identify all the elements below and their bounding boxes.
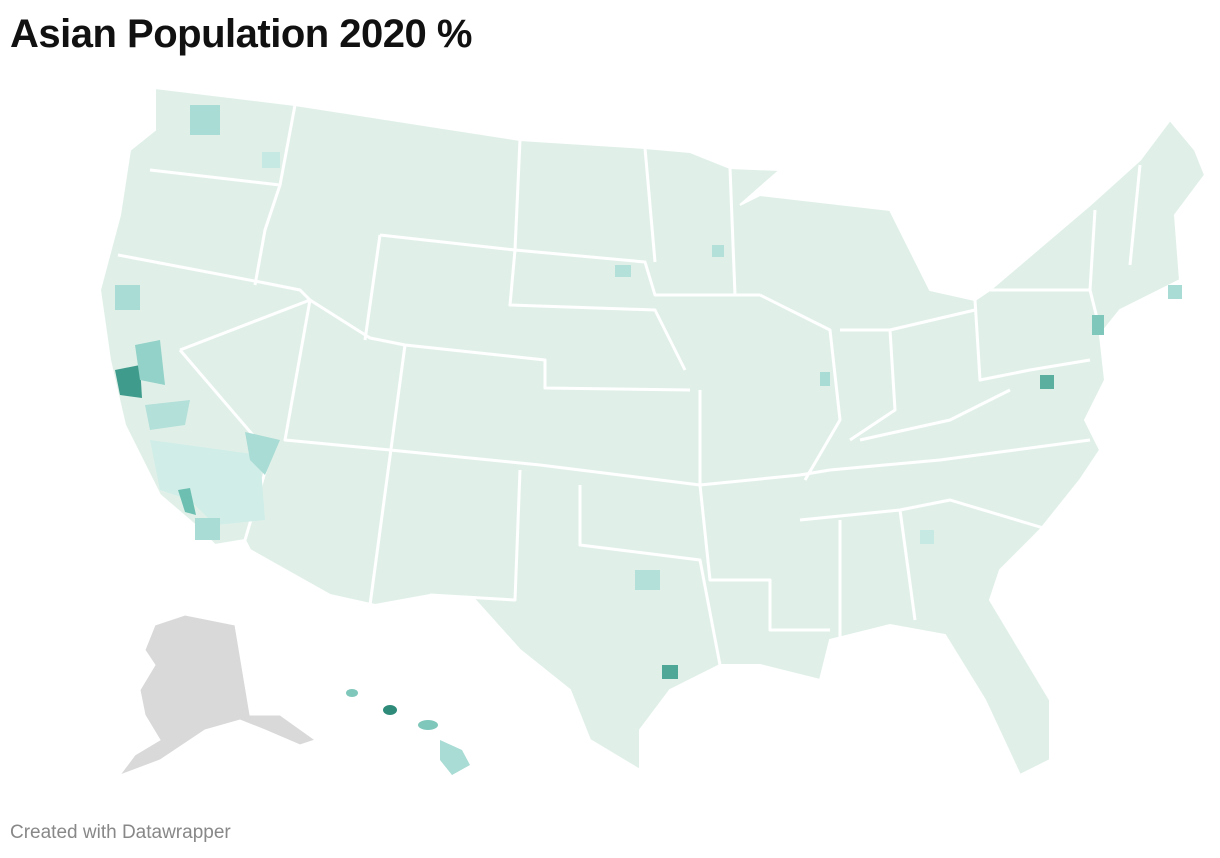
county bbox=[245, 432, 280, 475]
county bbox=[115, 365, 142, 398]
county bbox=[920, 530, 934, 544]
alaska bbox=[118, 614, 317, 777]
county bbox=[820, 372, 830, 386]
highlighted-counties bbox=[115, 105, 1182, 679]
county bbox=[1040, 375, 1054, 389]
map-title: Asian Population 2020 % bbox=[10, 12, 472, 56]
county bbox=[115, 285, 140, 310]
island bbox=[440, 740, 470, 775]
contiguous-us bbox=[98, 86, 1207, 777]
island bbox=[383, 705, 397, 715]
county bbox=[1092, 315, 1104, 335]
island bbox=[346, 689, 358, 697]
county bbox=[150, 440, 265, 525]
county bbox=[145, 400, 190, 430]
island bbox=[418, 720, 438, 730]
county bbox=[135, 340, 165, 385]
county bbox=[262, 152, 280, 168]
county bbox=[190, 105, 220, 135]
state-borders bbox=[117, 104, 1142, 666]
county bbox=[178, 488, 196, 515]
county bbox=[615, 265, 631, 277]
county bbox=[195, 518, 220, 540]
hawaii bbox=[346, 689, 470, 775]
county bbox=[635, 570, 660, 590]
county bbox=[662, 665, 678, 679]
county bbox=[712, 245, 724, 257]
county bbox=[1168, 285, 1182, 299]
footer: Created with Datawrapper bbox=[10, 822, 231, 843]
